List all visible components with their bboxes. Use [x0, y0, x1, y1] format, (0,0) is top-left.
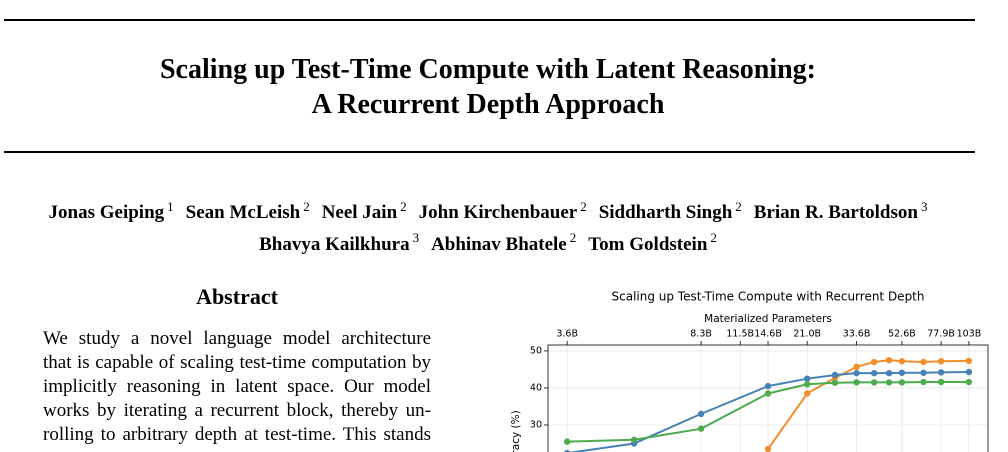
author: Siddharth Singh 2	[598, 199, 742, 224]
affiliation: 2	[710, 230, 717, 246]
author: Sean McLeish 2	[185, 199, 310, 224]
data-point	[937, 369, 945, 376]
y-tick-label: 40	[530, 382, 542, 393]
data-point	[831, 379, 839, 386]
abstract-heading: Abstract	[196, 284, 278, 309]
affiliation: 1	[167, 199, 174, 214]
data-point	[885, 356, 893, 364]
author-name: John Kirchenbauer	[418, 202, 578, 224]
data-point	[764, 390, 772, 397]
author-name: Jonas Geiping	[48, 202, 165, 224]
chart-title: Scaling up Test-Time Compute with Recurr…	[612, 290, 925, 304]
data-point	[697, 425, 705, 432]
y-axis-label: Accuracy (%)	[510, 410, 522, 452]
author-name: Siddharth Singh	[598, 202, 733, 224]
data-point	[853, 363, 860, 371]
author-list: Jonas Geiping 1 Sean McLeish 2 Neel Jain 2 Joh…	[0, 194, 976, 257]
data-point	[885, 379, 893, 386]
affiliation: 2	[569, 230, 577, 246]
affiliation: 2	[400, 199, 407, 214]
data-point	[764, 382, 772, 390]
author: Abhinav Bhatele 2	[431, 230, 576, 255]
data-point	[853, 379, 860, 386]
abstract-line: rolling to arbitrary depth at test-time.…	[43, 424, 431, 445]
plot-area	[563, 356, 973, 452]
abstract-line: works by iterating a recurrent block, th…	[43, 400, 431, 421]
x2-tick-label: 33.6B	[843, 329, 871, 340]
author-name: Brian R. Bartoldson	[753, 202, 918, 224]
title-line: A Recurrent Depth Approach	[311, 89, 665, 120]
data-point	[831, 371, 839, 379]
data-point	[920, 358, 927, 366]
x2-tick-label: 21.0B	[793, 329, 821, 340]
title-line: Scaling up Test-Time Compute with Latent…	[159, 54, 816, 85]
affiliation: 2	[303, 199, 310, 214]
x2-tick-label: 103B	[957, 329, 982, 340]
data-point	[564, 449, 571, 452]
abstract-text: We study a novel language model architec…	[43, 327, 431, 447]
y-tick-label: 30	[530, 419, 542, 430]
data-point	[803, 375, 811, 382]
data-point	[563, 438, 571, 445]
author: Tom Goldstein 2	[588, 230, 717, 255]
data-point	[920, 378, 927, 386]
data-point	[870, 369, 878, 377]
author-name: Sean McLeish	[185, 202, 301, 224]
plot-frame	[547, 344, 989, 452]
author-name: Bhavya Kailkhura	[259, 233, 410, 255]
author-name: Abhinav Bhatele	[431, 233, 567, 255]
abstract-line: We study a novel language model architec…	[43, 328, 431, 349]
author: Bhavya Kailkhura 3	[259, 230, 419, 255]
data-point	[965, 368, 973, 376]
data-point	[965, 357, 973, 365]
author: Jonas Geiping 1	[48, 199, 174, 224]
data-point	[937, 378, 945, 386]
data-point	[920, 369, 927, 376]
chart: Scaling up Test-Time Compute with Recurr…	[510, 290, 989, 452]
abstract-line: implicitly reasoning in latent space. Ou…	[43, 376, 431, 397]
y-tick-label: 50	[530, 345, 542, 356]
data-point	[803, 381, 811, 388]
author-name: Neel Jain	[321, 202, 398, 224]
data-point	[803, 390, 811, 397]
affiliation: 2	[580, 199, 587, 214]
data-point	[870, 358, 878, 366]
series-line	[767, 359, 969, 450]
data-point	[885, 369, 893, 377]
data-point	[853, 369, 860, 377]
author-name: Tom Goldstein	[588, 233, 708, 255]
affiliation: 3	[412, 230, 420, 246]
top-rule	[4, 19, 975, 21]
bottom-rule	[4, 151, 975, 153]
data-point	[630, 436, 638, 443]
author: Brian R. Bartoldson 3	[753, 199, 928, 224]
x2-tick-label: 77.9B	[927, 329, 955, 340]
data-point	[898, 358, 906, 365]
x2-axis-label: Materialized Parameters	[704, 313, 832, 325]
affiliation: 3	[920, 199, 928, 214]
x2-tick-label: 3.6B	[556, 329, 578, 340]
data-point	[870, 379, 878, 386]
author: John Kirchenbauer 2	[418, 199, 587, 224]
data-point	[697, 410, 705, 418]
data-point	[764, 445, 772, 452]
abstract-line: that is capable of scaling test-time com…	[43, 352, 431, 373]
x2-tick-label: 14.6B	[754, 329, 782, 340]
x2-tick-label: 52.6B	[888, 329, 916, 340]
data-point	[937, 358, 945, 365]
affiliation: 2	[735, 199, 742, 214]
data-point	[898, 369, 906, 376]
author: Neel Jain 2	[321, 199, 407, 224]
x2-tick-label: 11.5B	[726, 329, 754, 340]
data-point	[965, 378, 973, 386]
paper-title: Scaling up Test-Time Compute with Latent…	[0, 52, 976, 122]
x2-tick-label: 8.3B	[690, 329, 712, 340]
data-point	[898, 379, 906, 386]
